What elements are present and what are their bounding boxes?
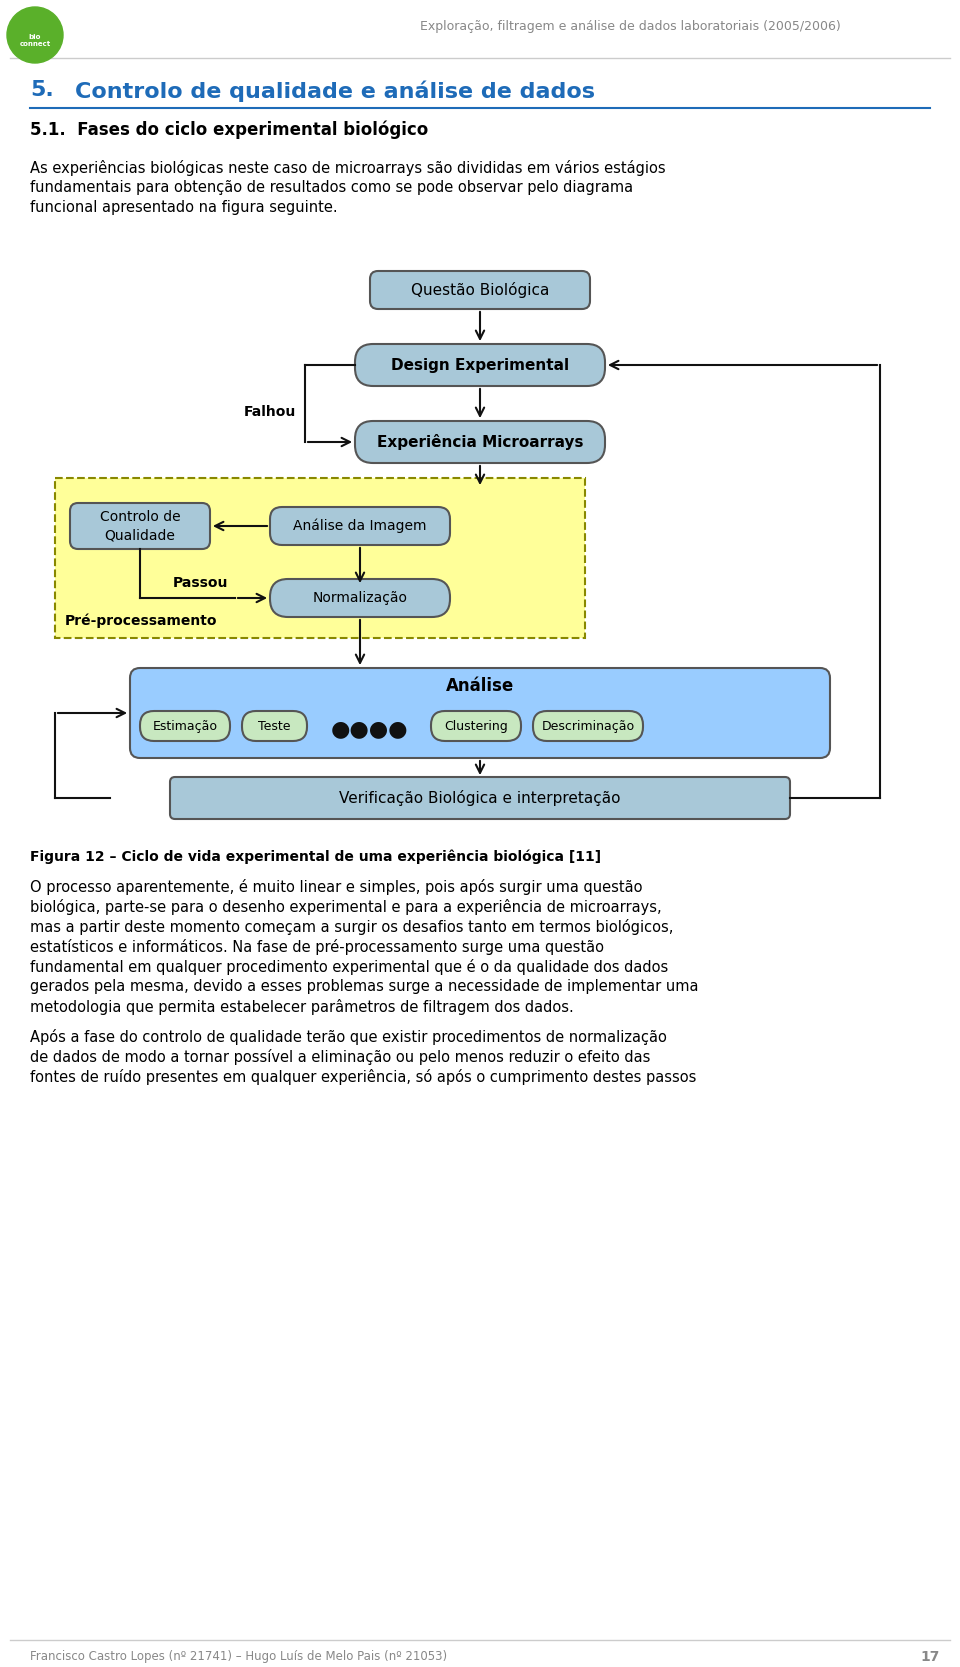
Text: 5.1.  Fases do ciclo experimental biológico: 5.1. Fases do ciclo experimental biológi… xyxy=(30,120,428,138)
Text: funcional apresentado na figura seguinte.: funcional apresentado na figura seguinte… xyxy=(30,200,338,215)
Text: fontes de ruído presentes em qualquer experiência, só após o cumprimento destes : fontes de ruído presentes em qualquer ex… xyxy=(30,1069,696,1085)
Text: Questão Biológica: Questão Biológica xyxy=(411,282,549,298)
FancyBboxPatch shape xyxy=(130,668,830,758)
Text: Descriminação: Descriminação xyxy=(541,720,635,732)
FancyBboxPatch shape xyxy=(140,712,230,742)
Text: fundamental em qualquer procedimento experimental que é o da qualidade dos dados: fundamental em qualquer procedimento exp… xyxy=(30,959,668,975)
Text: Figura 12 – Ciclo de vida experimental de uma experiência biológica [11]: Figura 12 – Ciclo de vida experimental d… xyxy=(30,849,601,864)
Text: Normalização: Normalização xyxy=(313,592,407,605)
Text: Verificação Biológica e interpretação: Verificação Biológica e interpretação xyxy=(339,790,621,807)
Text: Francisco Castro Lopes (nº 21741) – Hugo Luís de Melo Pais (nº 21053): Francisco Castro Lopes (nº 21741) – Hugo… xyxy=(30,1650,447,1664)
Text: metodologia que permita estabelecer parâmetros de filtragem dos dados.: metodologia que permita estabelecer parâ… xyxy=(30,999,574,1015)
Text: 17: 17 xyxy=(921,1650,940,1664)
Text: fundamentais para obtenção de resultados como se pode observar pelo diagrama: fundamentais para obtenção de resultados… xyxy=(30,180,634,195)
Text: Análise: Análise xyxy=(445,677,515,695)
Text: Experiência Microarrays: Experiência Microarrays xyxy=(376,433,584,450)
Text: ●●●●: ●●●● xyxy=(330,718,408,738)
Text: Falhou: Falhou xyxy=(244,405,296,418)
Text: Clustering: Clustering xyxy=(444,720,508,732)
Circle shape xyxy=(7,7,63,63)
Text: mas a partir deste momento começam a surgir os desafios tanto em termos biológic: mas a partir deste momento começam a sur… xyxy=(30,919,673,935)
FancyBboxPatch shape xyxy=(270,578,450,617)
FancyBboxPatch shape xyxy=(242,712,307,742)
FancyBboxPatch shape xyxy=(370,272,590,308)
Text: biológica, parte-se para o desenho experimental e para a experiência de microarr: biológica, parte-se para o desenho exper… xyxy=(30,899,661,915)
FancyBboxPatch shape xyxy=(355,422,605,463)
Text: bio
connect: bio connect xyxy=(19,33,51,47)
Text: 5.: 5. xyxy=(30,80,54,100)
Text: Exploração, filtragem e análise de dados laboratoriais (2005/2006): Exploração, filtragem e análise de dados… xyxy=(420,20,840,33)
Text: estatísticos e informáticos. Na fase de pré-processamento surge uma questão: estatísticos e informáticos. Na fase de … xyxy=(30,939,604,955)
Text: Passou: Passou xyxy=(172,577,228,590)
Text: Análise da Imagem: Análise da Imagem xyxy=(293,518,427,533)
FancyBboxPatch shape xyxy=(355,343,605,387)
Text: Após a fase do controlo de qualidade terão que existir procedimentos de normaliz: Após a fase do controlo de qualidade ter… xyxy=(30,1029,667,1045)
Text: gerados pela mesma, devido a esses problemas surge a necessidade de implementar : gerados pela mesma, devido a esses probl… xyxy=(30,979,699,994)
Text: Estimação: Estimação xyxy=(153,720,218,732)
FancyBboxPatch shape xyxy=(431,712,521,742)
FancyBboxPatch shape xyxy=(70,503,210,548)
Text: Design Experimental: Design Experimental xyxy=(391,357,569,372)
Text: Controlo de qualidade e análise de dados: Controlo de qualidade e análise de dados xyxy=(75,80,595,102)
Text: As experiências biológicas neste caso de microarrays são divididas em vários est: As experiências biológicas neste caso de… xyxy=(30,160,665,177)
FancyBboxPatch shape xyxy=(533,712,643,742)
Text: Controlo de
Qualidade: Controlo de Qualidade xyxy=(100,510,180,542)
Text: O processo aparentemente, é muito linear e simples, pois após surgir uma questão: O processo aparentemente, é muito linear… xyxy=(30,879,642,895)
Text: Teste: Teste xyxy=(258,720,291,732)
FancyBboxPatch shape xyxy=(170,777,790,818)
Text: Pré-processamento: Pré-processamento xyxy=(65,613,218,628)
FancyBboxPatch shape xyxy=(55,478,585,638)
Text: de dados de modo a tornar possível a eliminação ou pelo menos reduzir o efeito d: de dados de modo a tornar possível a eli… xyxy=(30,1049,650,1065)
FancyBboxPatch shape xyxy=(270,507,450,545)
